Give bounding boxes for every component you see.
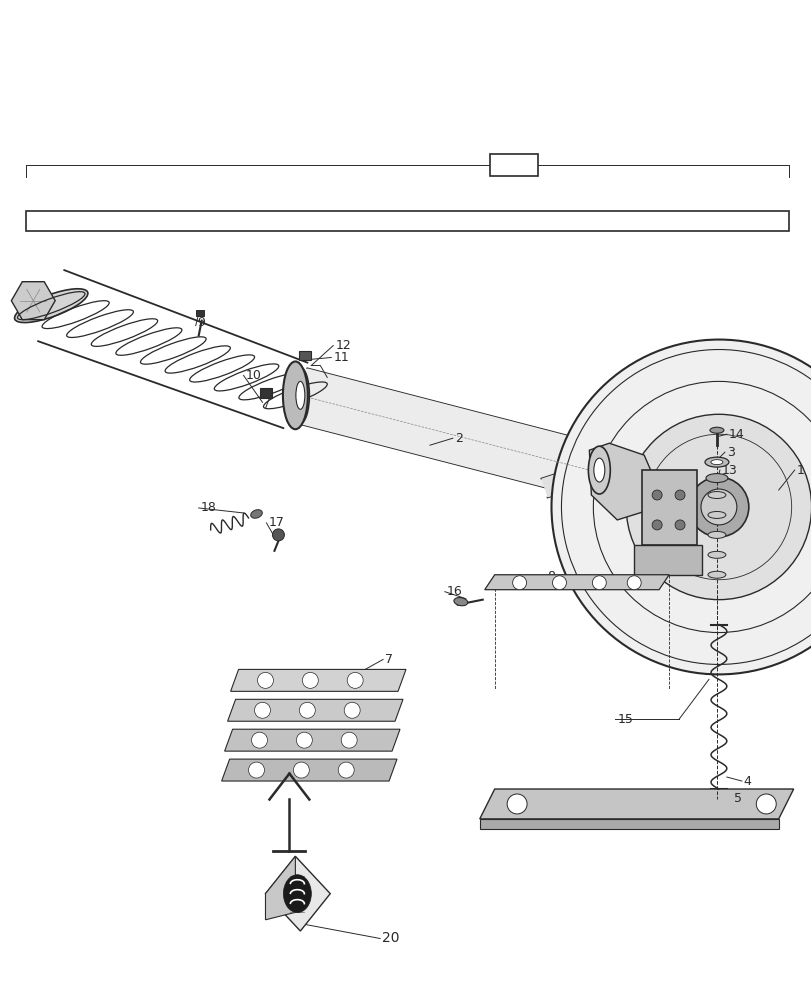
Text: 18: 18 — [200, 501, 217, 514]
Ellipse shape — [283, 875, 311, 913]
Polygon shape — [230, 669, 406, 691]
Text: 1: 1 — [796, 464, 804, 477]
Text: 14: 14 — [728, 428, 744, 441]
Text: 2: 2 — [454, 432, 462, 445]
Bar — [26, 211, 787, 231]
Circle shape — [293, 762, 309, 778]
Bar — [195, 310, 204, 316]
Circle shape — [338, 762, 354, 778]
Ellipse shape — [707, 492, 725, 499]
Text: 19: 19 — [504, 158, 521, 172]
Circle shape — [251, 732, 267, 748]
Text: 7: 7 — [384, 653, 393, 666]
Text: 13: 13 — [721, 464, 736, 477]
Polygon shape — [225, 729, 400, 751]
Circle shape — [689, 477, 748, 537]
Polygon shape — [265, 856, 330, 931]
Ellipse shape — [707, 531, 725, 538]
Polygon shape — [11, 282, 55, 320]
Text: 5: 5 — [733, 792, 741, 805]
Polygon shape — [484, 575, 668, 590]
Polygon shape — [541, 458, 611, 498]
Polygon shape — [633, 545, 702, 575]
Ellipse shape — [704, 457, 728, 467]
Polygon shape — [227, 699, 402, 721]
Circle shape — [551, 576, 566, 590]
Text: 3: 3 — [726, 446, 734, 459]
Circle shape — [512, 576, 526, 590]
Circle shape — [674, 490, 684, 500]
Ellipse shape — [291, 367, 309, 423]
Text: 11: 11 — [333, 351, 349, 364]
Circle shape — [507, 794, 526, 814]
Ellipse shape — [709, 427, 723, 433]
Circle shape — [651, 490, 661, 500]
Text: 10: 10 — [245, 369, 261, 382]
Ellipse shape — [295, 381, 304, 409]
Circle shape — [625, 414, 811, 600]
Circle shape — [651, 520, 661, 530]
Polygon shape — [221, 759, 397, 781]
Circle shape — [257, 672, 273, 688]
Text: 20: 20 — [382, 931, 399, 945]
Circle shape — [551, 340, 811, 674]
Ellipse shape — [705, 474, 727, 483]
Ellipse shape — [588, 446, 610, 494]
Ellipse shape — [251, 510, 262, 518]
Ellipse shape — [453, 598, 467, 606]
Text: 4: 4 — [743, 775, 751, 788]
Bar — [299, 351, 311, 360]
Polygon shape — [293, 368, 595, 497]
Ellipse shape — [707, 511, 725, 518]
Circle shape — [296, 732, 312, 748]
Ellipse shape — [707, 571, 725, 578]
Ellipse shape — [710, 460, 722, 465]
Text: 16: 16 — [446, 585, 462, 598]
Polygon shape — [265, 856, 295, 920]
Polygon shape — [642, 470, 696, 545]
Circle shape — [341, 732, 357, 748]
Circle shape — [299, 702, 315, 718]
Text: 15: 15 — [616, 713, 633, 726]
Bar — [260, 388, 272, 398]
Ellipse shape — [593, 458, 604, 482]
Text: 6: 6 — [372, 671, 380, 684]
Text: 9: 9 — [197, 316, 205, 329]
Bar — [489, 154, 537, 176]
Circle shape — [755, 794, 775, 814]
Circle shape — [674, 520, 684, 530]
Text: 17: 17 — [268, 516, 284, 529]
Circle shape — [592, 576, 606, 590]
Text: 8: 8 — [547, 570, 555, 583]
Circle shape — [347, 672, 363, 688]
Polygon shape — [589, 443, 654, 520]
Circle shape — [344, 702, 360, 718]
Circle shape — [626, 576, 641, 590]
Ellipse shape — [707, 551, 725, 558]
Polygon shape — [479, 789, 792, 819]
Circle shape — [302, 672, 318, 688]
Ellipse shape — [282, 361, 307, 429]
Polygon shape — [479, 819, 778, 829]
Circle shape — [254, 702, 270, 718]
Circle shape — [272, 529, 284, 541]
Circle shape — [248, 762, 264, 778]
Text: 12: 12 — [335, 339, 350, 352]
Ellipse shape — [15, 289, 88, 323]
Circle shape — [700, 489, 736, 525]
